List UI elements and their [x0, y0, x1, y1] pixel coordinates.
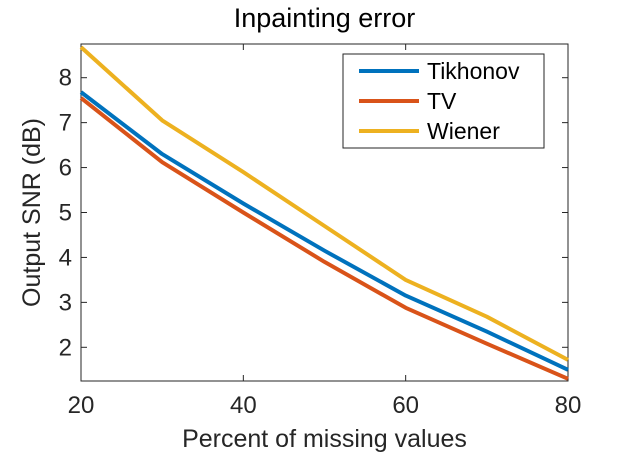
series-line-tikhonov [79, 90, 569, 372]
series-line-tv [79, 96, 569, 381]
y-tick-label: 5 [59, 200, 72, 227]
x-tick-label: 40 [230, 392, 257, 419]
y-axis-title: Output SNR (dB) [18, 118, 46, 307]
y-tick-label: 6 [59, 155, 72, 182]
y-tick-label: 3 [59, 289, 72, 316]
axis-ticks: 20 40 60 80 2 3 4 5 6 7 8 [59, 44, 582, 419]
series-line-wiener [79, 45, 569, 362]
y-tick-label: 8 [59, 65, 72, 92]
x-tick-label: 20 [68, 392, 95, 419]
x-axis-title: Percent of missing values [182, 425, 467, 453]
legend-label-wiener: Wiener [427, 118, 500, 144]
y-tick-label: 2 [59, 334, 72, 361]
legend-label-tv: TV [427, 88, 457, 114]
x-tick-label: 60 [392, 392, 419, 419]
chart-title: Inpainting error [234, 3, 416, 33]
y-tick-label: 4 [59, 244, 72, 271]
legend-label-tikhonov: Tikhonov [427, 58, 520, 84]
legend: Tikhonov TV Wiener [342, 53, 545, 149]
series-lines [79, 45, 569, 381]
x-tick-label: 80 [555, 392, 582, 419]
y-tick-label: 7 [59, 110, 72, 137]
